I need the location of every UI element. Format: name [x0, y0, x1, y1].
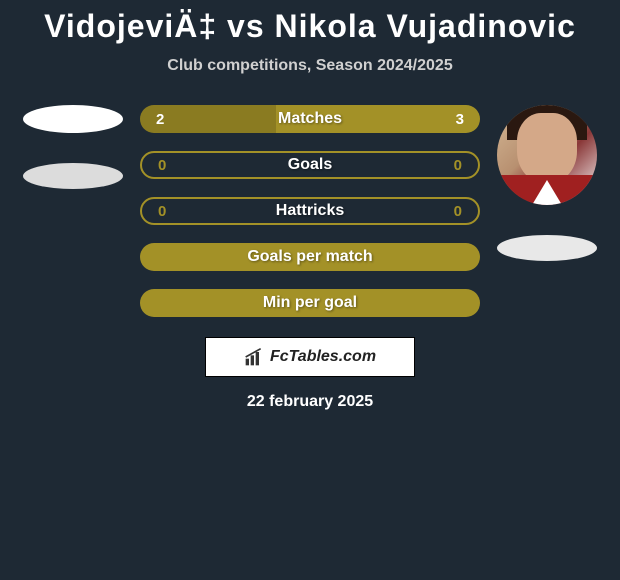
stat-right-value: 0 [454, 157, 462, 174]
avatar-face [517, 113, 577, 183]
stat-bar-min-per-goal: Min per goal [140, 289, 480, 317]
right-avatar-placeholder-2 [497, 235, 597, 261]
stat-left-value: 2 [156, 111, 164, 128]
main-area: 2 Matches 3 0 Goals 0 0 Hattricks 0 Goal… [0, 105, 620, 317]
stat-bar-matches: 2 Matches 3 [140, 105, 480, 133]
logo-box: FcTables.com [205, 337, 415, 377]
stat-label: Matches [278, 110, 342, 128]
stat-label: Hattricks [276, 202, 344, 220]
stat-label: Goals per match [247, 248, 372, 266]
stat-right-value: 3 [456, 111, 464, 128]
logo-text: FcTables.com [270, 348, 376, 366]
stats-bars: 2 Matches 3 0 Goals 0 0 Hattricks 0 Goal… [140, 105, 480, 317]
stat-bar-goals-per-match: Goals per match [140, 243, 480, 271]
stat-right-value: 0 [454, 203, 462, 220]
stat-bar-hattricks: 0 Hattricks 0 [140, 197, 480, 225]
stat-label: Min per goal [263, 294, 357, 312]
right-avatar-column [492, 105, 602, 261]
chart-icon [244, 347, 264, 367]
stat-left-value: 0 [158, 203, 166, 220]
stat-bar-goals: 0 Goals 0 [140, 151, 480, 179]
stat-label: Goals [288, 156, 332, 174]
right-player-avatar [497, 105, 597, 205]
left-avatar-placeholder-2 [23, 163, 123, 189]
subtitle: Club competitions, Season 2024/2025 [0, 57, 620, 75]
infographic-container: VidojeviÄ‡ vs Nikola Vujadinovic Club co… [0, 0, 620, 411]
date-line: 22 february 2025 [0, 393, 620, 411]
stat-left-value: 0 [158, 157, 166, 174]
left-avatar-column [18, 105, 128, 189]
left-avatar-placeholder-1 [23, 105, 123, 133]
page-title: VidojeviÄ‡ vs Nikola Vujadinovic [0, 8, 620, 45]
